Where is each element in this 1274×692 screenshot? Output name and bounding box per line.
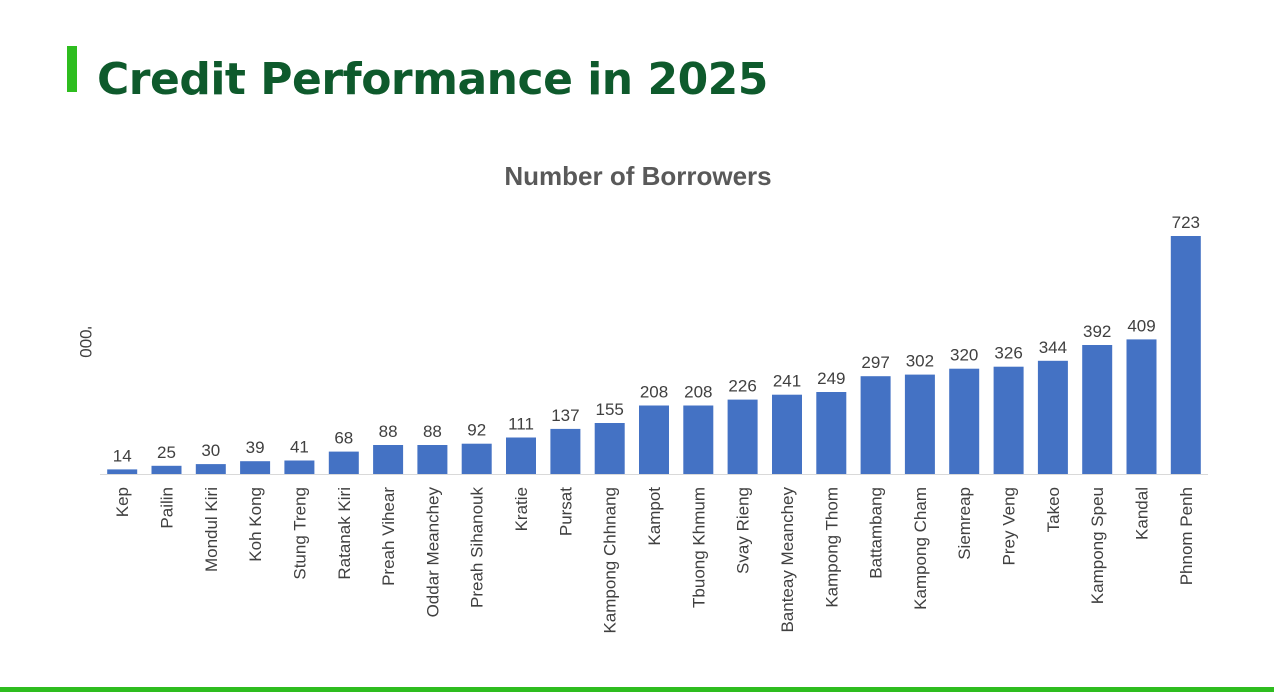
footer-accent-line <box>0 687 1274 692</box>
x-tick-label: Stung Treng <box>290 487 309 580</box>
data-label: 320 <box>950 346 978 365</box>
bar <box>993 366 1024 474</box>
bar <box>1126 339 1157 474</box>
x-tick-label: Koh Kong <box>246 487 265 562</box>
x-tick-label: Banteay Meanchey <box>778 487 797 633</box>
data-label: 25 <box>157 443 176 462</box>
x-tick-label: Kampong Thom <box>822 487 841 608</box>
bar <box>417 445 448 474</box>
data-label: 249 <box>817 369 845 388</box>
x-tick-label: Kampong Cham <box>911 487 930 610</box>
x-tick-label: Kampot <box>645 487 664 546</box>
bar <box>240 461 271 474</box>
bar <box>772 394 802 474</box>
data-labels-group: 14 25 30 39 41 68 88 88 92 111 137 155 208 208 226 241 2… <box>113 213 1200 465</box>
page-title: Credit Performance in 2025 <box>97 54 768 105</box>
title-accent-bar <box>67 46 77 92</box>
x-tick-label: Preah Vihear <box>379 487 398 586</box>
bar <box>461 443 492 474</box>
data-label: 88 <box>379 422 398 441</box>
bar <box>1082 345 1113 474</box>
bar <box>860 376 891 474</box>
data-label: 30 <box>201 441 220 460</box>
x-tick-label: Kandal <box>1133 487 1152 540</box>
data-label: 344 <box>1039 338 1067 357</box>
bar <box>506 437 536 474</box>
bar <box>151 465 182 474</box>
x-tick-label: Svay Rieng <box>734 487 753 574</box>
x-tick-label: Takeo <box>1044 487 1063 532</box>
bar <box>284 460 315 474</box>
x-tick-label: Oddar Meanchey <box>423 487 442 618</box>
x-tick-label: Kratie <box>512 487 531 531</box>
bar <box>727 399 758 474</box>
chart-title: Number of Borrowers <box>504 161 771 191</box>
x-tick-label: Ratanak Kiri <box>335 487 354 580</box>
data-label: 92 <box>467 421 486 440</box>
x-tick-label: Preah Sihanouk <box>468 487 487 608</box>
data-label: 241 <box>773 372 801 391</box>
data-label: 302 <box>906 352 934 371</box>
data-label: 137 <box>551 406 579 425</box>
data-label: 409 <box>1127 316 1155 335</box>
data-label: 88 <box>423 422 442 441</box>
x-tick-label: Phnom Penh <box>1177 487 1196 585</box>
x-tick-label: Mondul Kiri <box>202 487 221 572</box>
bar <box>949 368 980 474</box>
x-tick-labels-group: Kep Pailin Mondul Kiri Koh Kong Stung Treng R… <box>113 487 1196 634</box>
x-tick-label: Pailin <box>158 487 177 529</box>
x-tick-label: Battambang <box>867 487 886 579</box>
x-tick-label: Tbuong Khmum <box>689 487 708 608</box>
bar <box>639 405 669 474</box>
data-label: 111 <box>508 415 534 434</box>
bar <box>904 374 935 474</box>
data-label: 326 <box>994 344 1022 363</box>
bar <box>1037 360 1068 474</box>
x-tick-label: Pursat <box>556 487 575 536</box>
bar <box>816 392 847 474</box>
data-label: 723 <box>1172 213 1200 232</box>
bar <box>550 428 581 474</box>
data-label: 39 <box>246 438 265 457</box>
x-tick-label: Kampong Chhnang <box>601 487 620 634</box>
bar <box>594 423 625 474</box>
bar <box>328 451 359 474</box>
data-label: 14 <box>113 446 132 465</box>
x-tick-label: Prey Veng <box>1000 487 1019 565</box>
data-label: 392 <box>1083 322 1111 341</box>
data-label: 208 <box>640 383 668 402</box>
bar <box>107 469 138 474</box>
data-label: 226 <box>728 377 756 396</box>
bar <box>195 464 226 474</box>
data-label: 155 <box>596 400 624 419</box>
x-tick-label: Kampong Speu <box>1088 487 1107 604</box>
data-label: 68 <box>334 429 353 448</box>
bar <box>683 405 714 474</box>
y-axis-unit-label: '000 <box>76 326 95 358</box>
bar <box>373 445 404 474</box>
x-tick-label: Kep <box>113 487 132 517</box>
data-label: 208 <box>684 383 712 402</box>
data-label: 41 <box>290 438 309 457</box>
x-tick-label: Siemreap <box>955 487 974 560</box>
bars-group <box>107 236 1201 474</box>
bar <box>1170 236 1201 474</box>
data-label: 297 <box>861 353 889 372</box>
